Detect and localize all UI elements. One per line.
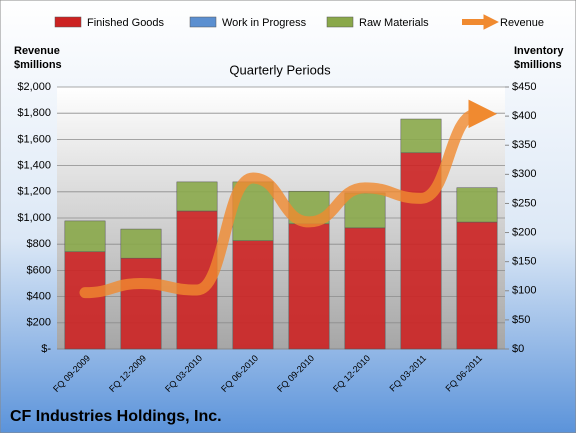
- legend-label: Revenue: [500, 17, 544, 29]
- legend-swatch: [189, 16, 217, 28]
- y-tick-label: $200: [27, 317, 51, 329]
- bar: [120, 228, 162, 259]
- y2-tick-label: $0: [512, 343, 524, 355]
- y-axis-title: $millions: [14, 59, 62, 71]
- y-tick-label: $1,600: [17, 133, 51, 145]
- y2-axis-title: Inventory: [514, 45, 564, 57]
- bar: [400, 118, 442, 154]
- y2-axis-title: $millions: [514, 59, 562, 71]
- legend-swatch: [54, 16, 82, 28]
- y2-tick-label: $250: [512, 197, 536, 209]
- y2-tick-label: $50: [512, 314, 530, 326]
- y2-tick-label: $350: [512, 139, 536, 151]
- y2-tick-label: $200: [512, 226, 536, 238]
- y-tick-label: $1,000: [17, 212, 51, 224]
- bar: [456, 221, 498, 350]
- revenue-line: [79, 99, 498, 299]
- bar: [344, 227, 386, 350]
- y-tick-label: $2,000: [17, 81, 51, 93]
- y-tick-label: $1,800: [17, 107, 51, 119]
- bar: [64, 251, 106, 350]
- y-tick-label: $800: [27, 238, 51, 250]
- y-tick-label: $1,400: [17, 160, 51, 172]
- y-tick-label: $1,200: [17, 186, 51, 198]
- bar: [120, 257, 162, 350]
- y-tick-label: $-: [41, 343, 51, 355]
- y2-tick-label: $400: [512, 110, 536, 122]
- y2-tick-label: $300: [512, 168, 536, 180]
- y2-tick-label: $450: [512, 81, 536, 93]
- bar: [344, 192, 386, 229]
- y2-tick-label: $150: [512, 256, 536, 268]
- legend-label: Raw Materials: [359, 17, 429, 29]
- legend-label: Work in Progress: [222, 17, 307, 29]
- legend-swatch: [326, 16, 354, 28]
- y-axis-title: Revenue: [14, 45, 60, 57]
- y-tick-label: $600: [27, 264, 51, 276]
- bar: [288, 223, 330, 350]
- bar: [176, 181, 218, 212]
- bar: [232, 240, 274, 350]
- legend-label: Finished Goods: [87, 17, 165, 29]
- footer-title: CF Industries Holdings, Inc.: [10, 408, 222, 425]
- y-tick-label: $400: [27, 291, 51, 303]
- bar: [456, 187, 498, 223]
- bar: [64, 220, 106, 253]
- chart-title: Quarterly Periods: [229, 62, 331, 77]
- y2-tick-label: $100: [512, 285, 536, 297]
